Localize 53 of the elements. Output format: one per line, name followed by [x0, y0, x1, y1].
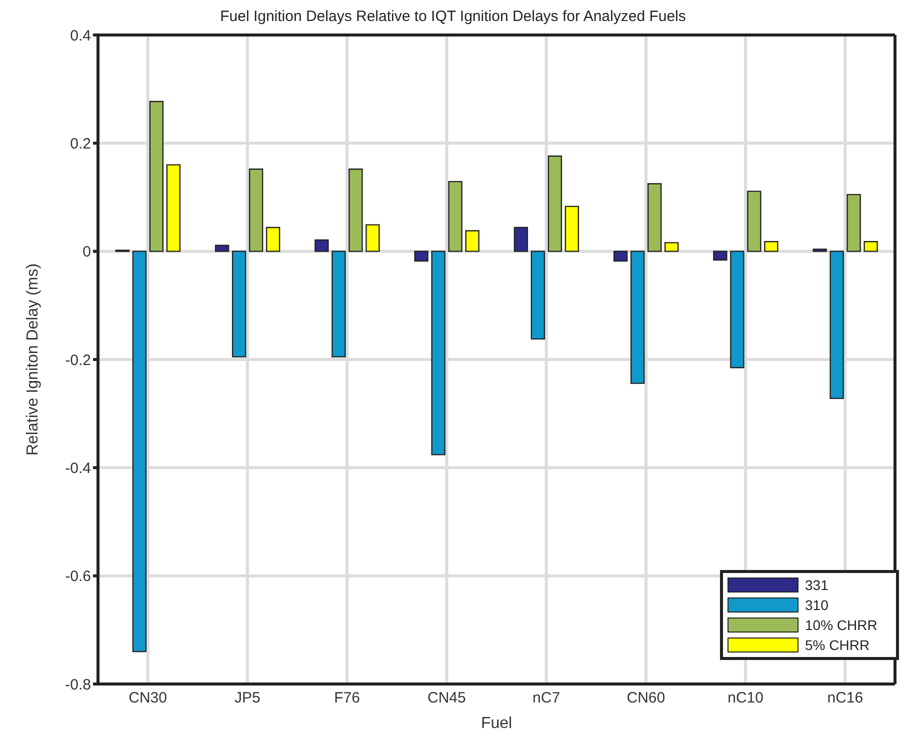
bar — [448, 180, 462, 252]
y-tick-label: -0.6 — [65, 568, 91, 586]
y-tick-label: 0.2 — [70, 135, 91, 152]
bar — [630, 250, 645, 384]
bar — [348, 168, 363, 252]
bar — [332, 250, 346, 358]
bar — [864, 241, 878, 252]
x-axis-title: Fuel — [480, 715, 512, 732]
x-tick-label: JP5 — [234, 690, 260, 707]
legend-label: 5% CHRR — [805, 637, 870, 653]
chart-title: Fuel Ignition Delays Relative to IQT Ignition Delays for Analyzed Fuels — [219, 8, 687, 25]
bar — [514, 226, 528, 252]
x-tick-label: F76 — [334, 690, 360, 707]
x-tick-label: nC7 — [532, 690, 560, 707]
bar — [812, 248, 827, 252]
bar — [314, 239, 329, 252]
bar — [132, 250, 147, 652]
bar — [846, 194, 861, 252]
x-tick-label: nC10 — [728, 690, 764, 707]
legend-label: 310 — [805, 597, 828, 613]
x-tick-label: CN30 — [128, 690, 167, 707]
bar — [414, 250, 428, 262]
bar — [465, 230, 480, 252]
bar — [232, 250, 246, 358]
y-tick-label: 0 — [82, 244, 91, 261]
bar — [664, 242, 679, 252]
y-tick-label: -0.4 — [65, 460, 91, 477]
bar — [713, 250, 728, 261]
bar — [248, 168, 264, 252]
legend-label: 10% CHRR — [805, 617, 878, 633]
legend-label: 331 — [805, 577, 828, 593]
bar — [613, 250, 628, 262]
y-tick-label: 0.4 — [70, 27, 91, 44]
bar — [366, 224, 380, 252]
bar — [149, 100, 164, 252]
bar — [266, 226, 280, 252]
bar — [730, 250, 744, 368]
bar — [548, 156, 562, 252]
x-tick-label: CN60 — [626, 690, 666, 707]
y-tick-label: -0.8 — [65, 676, 91, 694]
bar — [647, 183, 662, 252]
y-tick-label: -0.2 — [65, 352, 91, 369]
y-axis-title: Relative Igniton Delay (ms) — [24, 263, 42, 456]
x-tick-label: CN45 — [428, 690, 466, 707]
x-tick-label: nC16 — [827, 690, 864, 707]
bar — [764, 241, 778, 252]
bar — [530, 250, 546, 340]
bar — [166, 164, 181, 252]
bar — [564, 206, 580, 252]
bar — [431, 250, 446, 456]
bar — [214, 244, 230, 252]
bar — [747, 190, 762, 252]
bar — [830, 250, 844, 400]
